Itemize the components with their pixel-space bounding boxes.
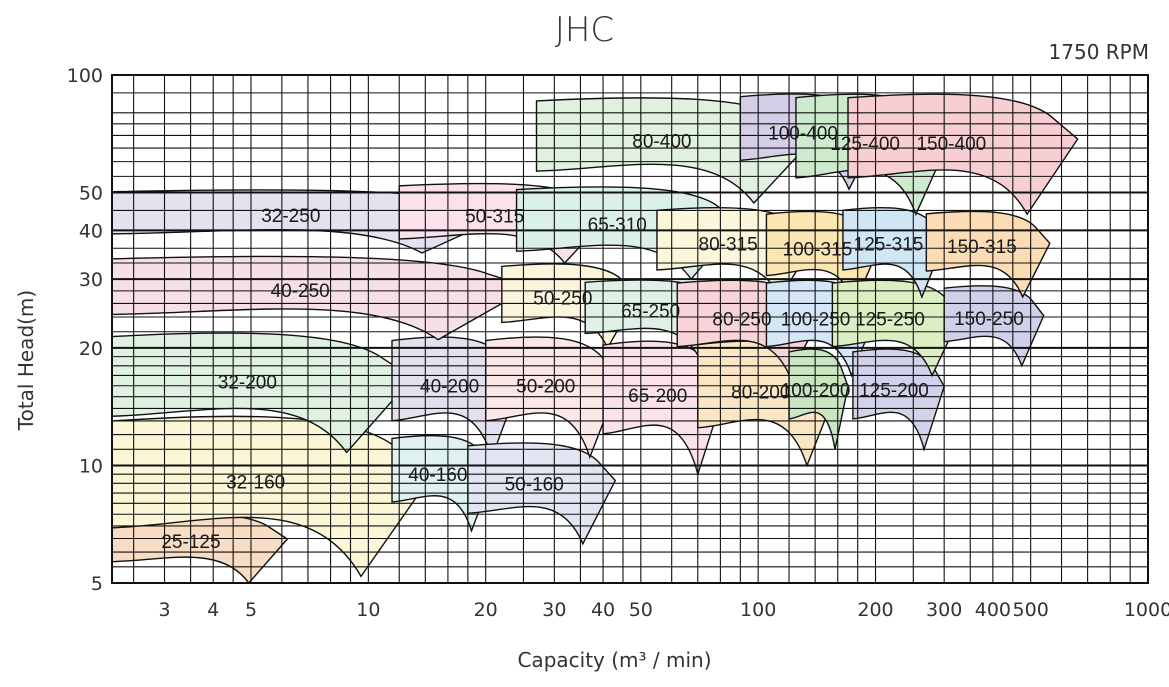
y-tick-label: 10: [79, 455, 103, 477]
chart-title: JHC: [554, 10, 615, 50]
region-label-40-160: 40-160: [408, 465, 467, 486]
rpm-annotation: 1750 RPM: [1048, 40, 1149, 64]
x-tick-label: 100: [740, 599, 776, 621]
region-label-32-250: 32-250: [261, 206, 320, 227]
x-tick-label: 3: [158, 599, 170, 621]
x-tick-label: 300: [926, 599, 962, 621]
x-tick-label: 20: [474, 599, 498, 621]
region-label-50-200: 50-200: [516, 377, 575, 398]
region-label-32-200: 32-200: [218, 372, 277, 393]
plot-frame: [111, 74, 1149, 584]
x-tick-label: 40: [591, 599, 615, 621]
y-tick-label: 40: [79, 220, 103, 242]
region-label-50-250: 50-250: [533, 289, 592, 310]
region-label-125-200: 125-200: [859, 380, 929, 401]
region-label-150-250: 150-250: [954, 309, 1024, 330]
region-label-80-400: 80-400: [632, 131, 691, 152]
region-label-150-400: 150-400: [916, 134, 986, 155]
y-tick-label: 30: [79, 269, 103, 291]
region-125-250: [831, 279, 962, 378]
region-label-100-250: 100-250: [781, 310, 851, 331]
grid: [111, 74, 1149, 584]
x-tick-label: 4: [207, 599, 219, 621]
x-tick-labels: 3 4 5 10 20 30 40 50 100 200 300 400 500 1000: [158, 599, 1169, 621]
region-label-40-200: 40-200: [420, 377, 479, 398]
x-tick-label: 1000: [1124, 599, 1169, 621]
region-labels: 25-125 32-160 32-200 32-250 40-160 40-200 40-2…: [161, 123, 1023, 552]
x-tick-label: 10: [356, 599, 380, 621]
region-150-315: [925, 210, 1051, 299]
region-label-125-250: 125-250: [855, 310, 925, 331]
x-tick-label: 5: [245, 599, 257, 621]
region-label-100-200: 100-200: [781, 380, 851, 401]
region-label-65-310: 65-310: [588, 215, 647, 236]
region-label-100-400: 100-400: [768, 123, 838, 144]
region-label-50-160: 50-160: [505, 475, 564, 496]
region-label-80-250: 80-250: [712, 310, 771, 331]
y-tick-labels: 5 10 20 30 40 50 100: [67, 65, 103, 595]
region-label-125-400: 125-400: [830, 134, 900, 155]
region-label-125-315: 125-315: [854, 235, 924, 256]
y-tick-label: 20: [79, 338, 103, 360]
region-32-200: [111, 332, 414, 454]
x-tick-label: 200: [857, 599, 893, 621]
region-label-80-200: 80-200: [731, 382, 790, 403]
region-label-100-315: 100-315: [783, 239, 853, 260]
y-tick-label: 50: [79, 183, 103, 205]
x-tick-label: 400: [975, 599, 1011, 621]
region-label-150-315: 150-315: [947, 237, 1017, 258]
coverage-regions: [111, 93, 1079, 585]
y-tick-label: 100: [67, 65, 103, 87]
x-tick-label: 500: [1013, 599, 1049, 621]
region-label-65-200: 65-200: [628, 386, 687, 407]
x-tick-label: 30: [542, 599, 566, 621]
y-tick-label: 5: [91, 573, 103, 595]
region-label-40-250: 40-250: [271, 281, 330, 302]
region-label-80-315: 80-315: [699, 235, 758, 256]
x-tick-label: 50: [629, 599, 653, 621]
region-label-65-250: 65-250: [621, 302, 680, 323]
region-label-32-160: 32-160: [226, 473, 285, 494]
x-axis-label: Capacity (m³ / min): [517, 648, 712, 672]
region-label-50-315: 50-315: [465, 206, 524, 227]
region-label-25-125: 25-125: [161, 532, 220, 553]
